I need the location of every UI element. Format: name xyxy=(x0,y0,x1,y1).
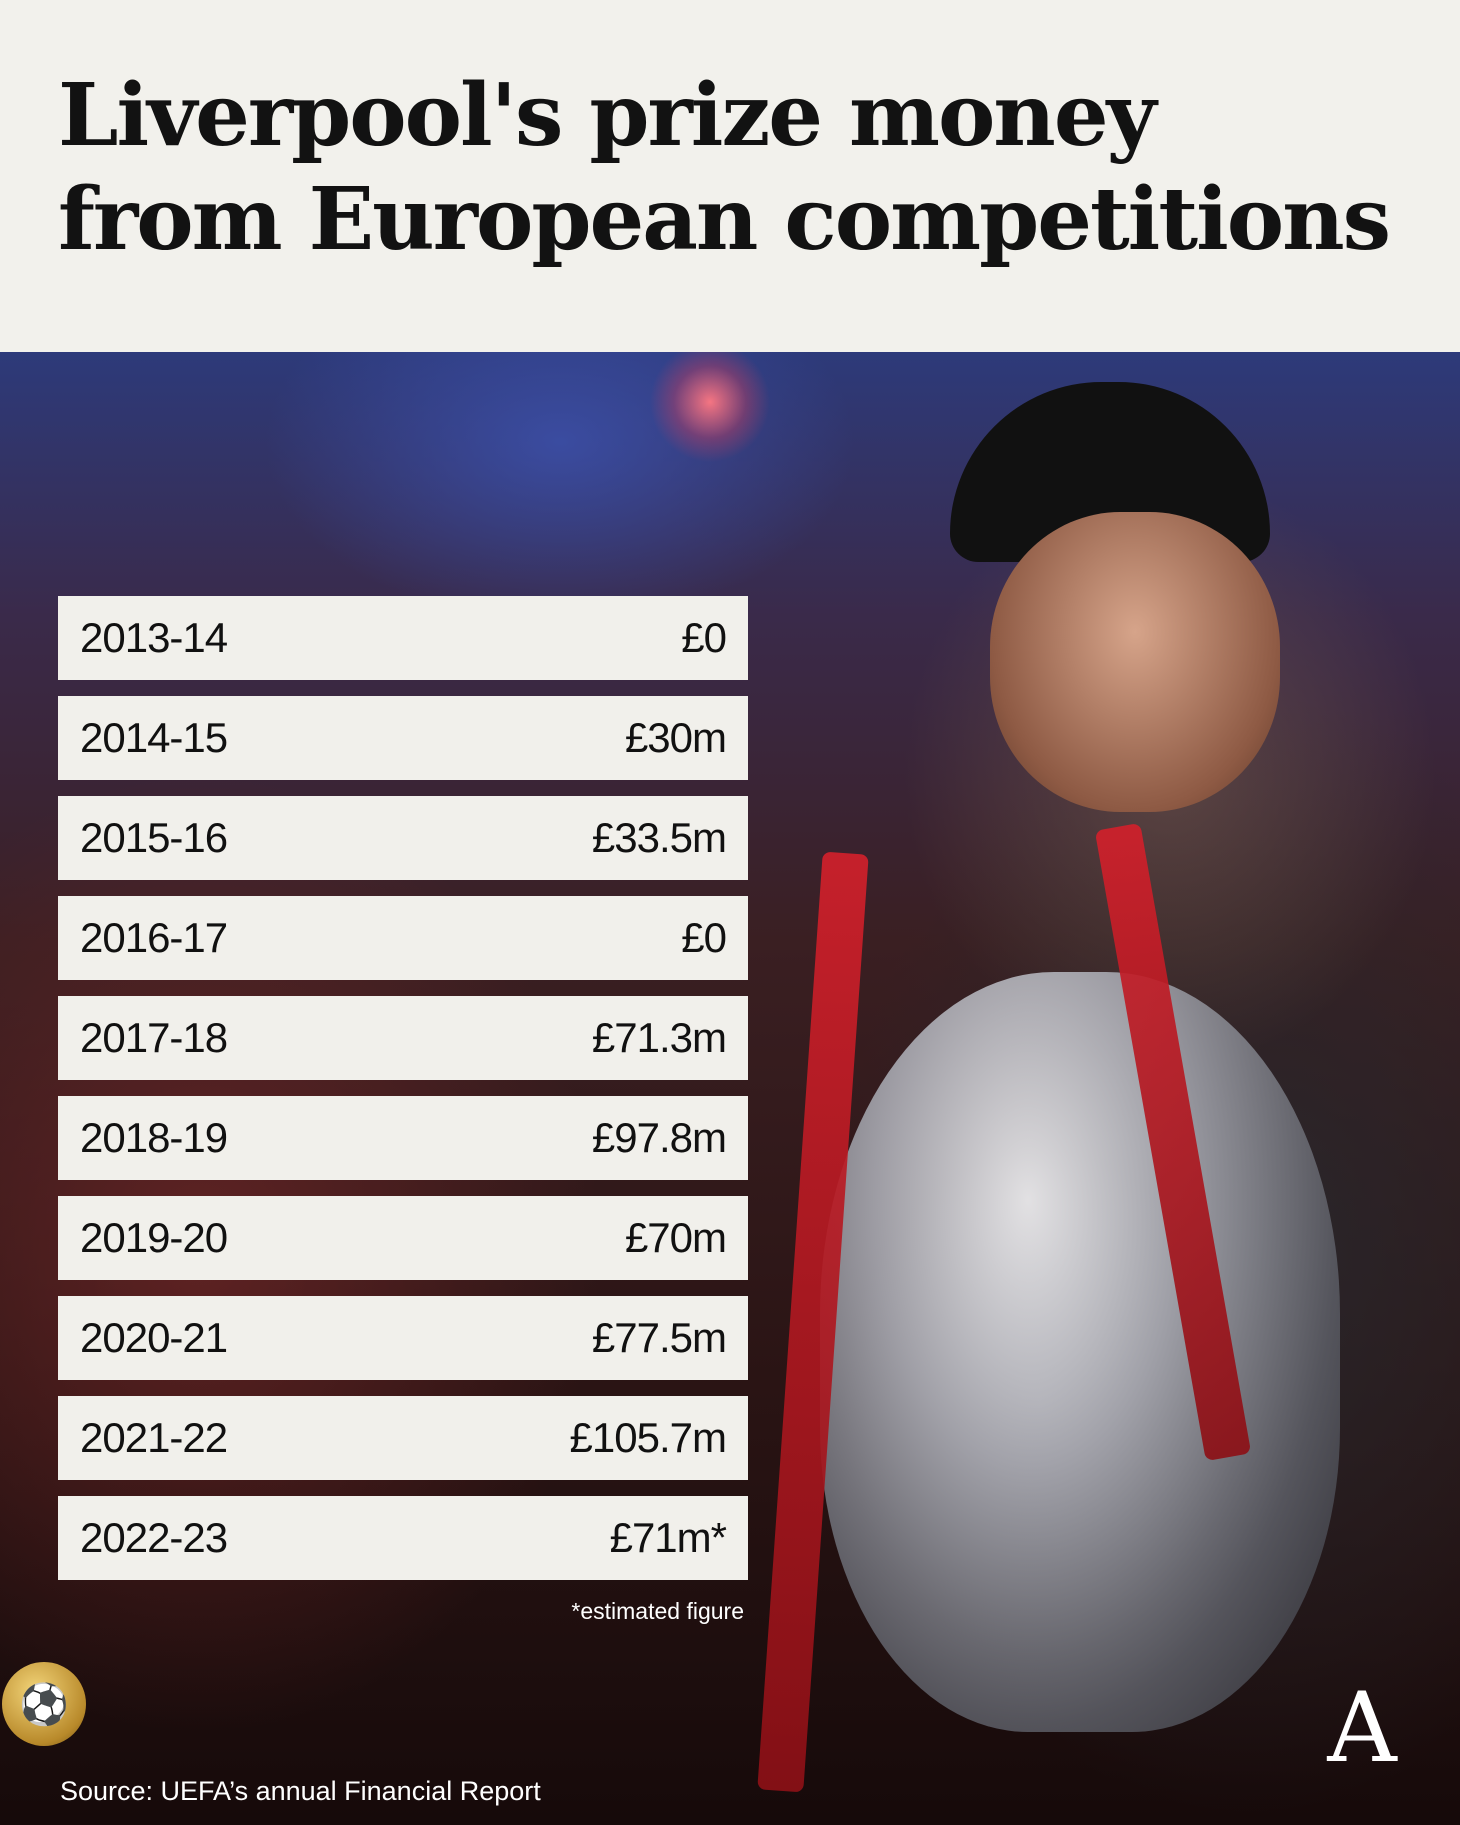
title-line-1: Liverpool's prize money xyxy=(58,65,1157,166)
table-row: 2016-17 £0 xyxy=(58,896,748,980)
source-line: Source: UEFA’s annual Financial Report xyxy=(60,1776,541,1806)
season-label: 2018-19 xyxy=(80,1114,228,1161)
medal-icon: ⚽ xyxy=(2,1662,86,1746)
table-row: 2015-16 £33.5m xyxy=(58,796,748,880)
prize-value: £0 xyxy=(681,914,727,961)
publisher-logo: A xyxy=(1327,1672,1397,1784)
chart-title: Liverpool's prize money from European co… xyxy=(58,64,1438,272)
season-label: 2022-23 xyxy=(80,1514,228,1561)
table-row: 2021-22 £105.7m xyxy=(58,1396,748,1480)
table-row: 2022-23 £71m* xyxy=(58,1496,748,1580)
table-row: 2020-21 £77.5m xyxy=(58,1296,748,1380)
trophy-shape xyxy=(820,972,1340,1732)
season-label: 2017-18 xyxy=(80,1014,228,1061)
prize-value: £30m xyxy=(624,714,727,761)
prize-value: £71m* xyxy=(609,1514,727,1561)
title-band: Liverpool's prize money from European co… xyxy=(0,0,1460,352)
season-label: 2015-16 xyxy=(80,814,228,861)
season-label: 2014-15 xyxy=(80,714,228,761)
table-row: 2017-18 £71.3m xyxy=(58,996,748,1080)
prize-value: £77.5m xyxy=(591,1314,727,1361)
prize-value: £0 xyxy=(681,614,727,661)
prize-value: £97.8m xyxy=(591,1114,727,1161)
title-line-2: from European competitions xyxy=(58,169,1391,270)
table-row: 2014-15 £30m xyxy=(58,696,748,780)
table-row: 2019-20 £70m xyxy=(58,1196,748,1280)
season-label: 2020-21 xyxy=(80,1314,228,1361)
season-label: 2021-22 xyxy=(80,1414,228,1461)
prize-value: £71.3m xyxy=(591,1014,727,1061)
season-label: 2013-14 xyxy=(80,614,228,661)
prize-value: £105.7m xyxy=(569,1414,727,1461)
prize-value: £33.5m xyxy=(591,814,727,861)
table-row: 2013-14 £0 xyxy=(58,596,748,680)
table-row: 2018-19 £97.8m xyxy=(58,1096,748,1180)
estimate-note: *estimated figure xyxy=(571,1598,744,1624)
season-label: 2016-17 xyxy=(80,914,228,961)
prize-value: £70m xyxy=(624,1214,727,1261)
season-label: 2019-20 xyxy=(80,1214,228,1261)
face-shape xyxy=(990,512,1280,812)
